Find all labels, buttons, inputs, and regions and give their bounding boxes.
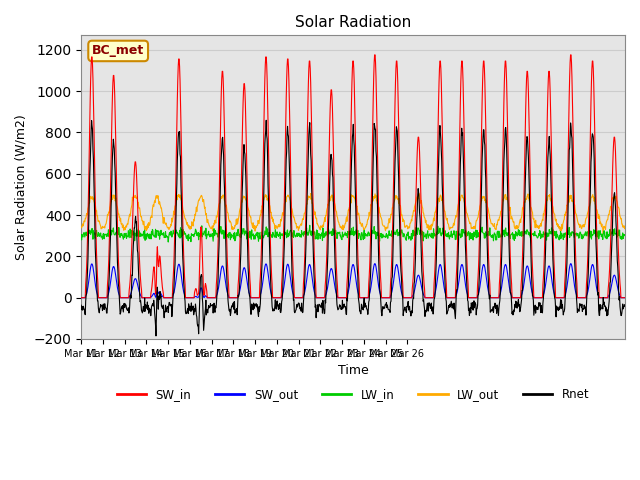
Legend: SW_in, SW_out, LW_in, LW_out, Rnet: SW_in, SW_out, LW_in, LW_out, Rnet (112, 384, 594, 406)
X-axis label: Time: Time (338, 364, 369, 377)
Title: Solar Radiation: Solar Radiation (295, 15, 412, 30)
Text: BC_met: BC_met (92, 45, 144, 58)
Y-axis label: Solar Radiation (W/m2): Solar Radiation (W/m2) (15, 114, 28, 260)
